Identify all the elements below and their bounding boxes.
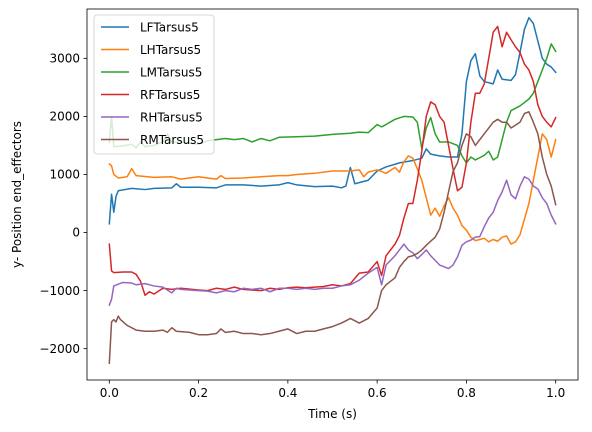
legend-label: RFTarsus5	[140, 88, 200, 102]
legend-label: LFTarsus5	[140, 20, 199, 34]
x-tick-label: 0.6	[368, 386, 387, 400]
y-axis-ticks: −2000 −1000 0 1000 2000 3000	[39, 52, 87, 356]
legend-label: RHTarsus5	[140, 110, 203, 124]
series-line-rhtarsus5	[108, 176, 557, 307]
x-axis-label: Time (s)	[307, 407, 357, 421]
y-tick-label: 0	[72, 226, 80, 240]
x-tick-label: 0.8	[457, 386, 476, 400]
legend-label: LMTarsus5	[140, 65, 202, 79]
y-tick-label: −2000	[39, 342, 80, 356]
y-axis-label: y- Position end_effectors	[10, 121, 24, 268]
series-line-lftarsus5	[108, 16, 557, 225]
y-tick-label: 3000	[49, 52, 80, 66]
series-line-lhtarsus5	[108, 133, 557, 245]
x-tick-label: 1.0	[546, 386, 565, 400]
legend-label: LHTarsus5	[140, 43, 201, 57]
series-line-rmtarsus5	[108, 111, 557, 364]
x-tick-label: 0.2	[189, 386, 208, 400]
x-tick-label: 0.0	[100, 386, 119, 400]
legend-label: RMTarsus5	[140, 133, 204, 147]
y-tick-label: 2000	[49, 110, 80, 124]
legend: LFTarsus5 LHTarsus5 LMTarsus5 RFTarsus5 RHTa…	[93, 14, 215, 155]
y-tick-label: 1000	[49, 168, 80, 182]
x-tick-label: 0.4	[278, 386, 297, 400]
y-tick-label: −1000	[39, 284, 80, 298]
x-axis-ticks: 0.0 0.2 0.4 0.6 0.8 1.0	[100, 380, 565, 400]
axes-frame	[86, 8, 579, 381]
